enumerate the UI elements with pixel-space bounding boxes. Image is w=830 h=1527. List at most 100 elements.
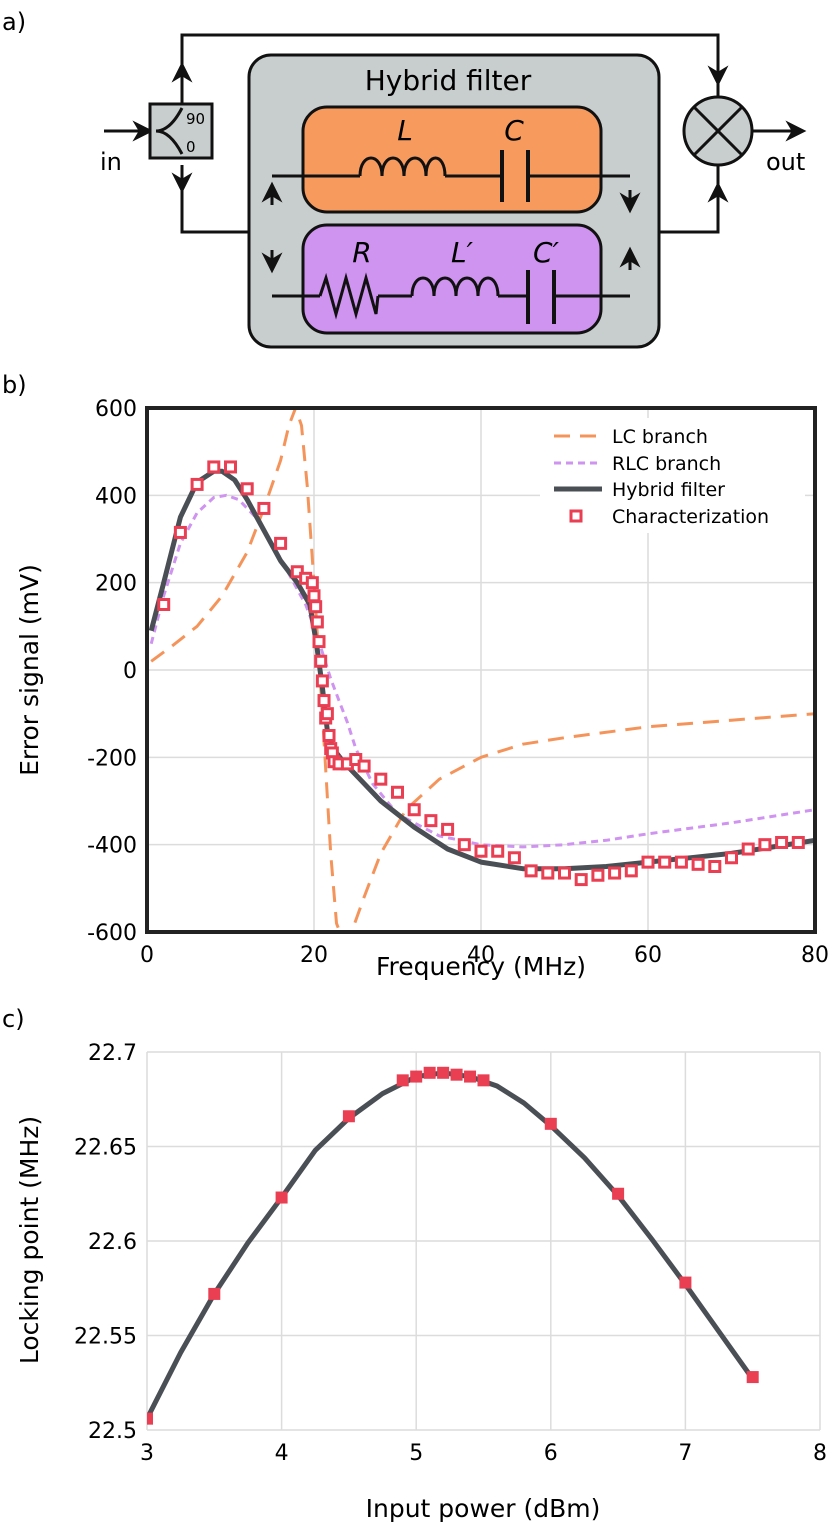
hybrid-filter-title: Hybrid filter xyxy=(365,64,532,97)
y-tick-label: -600 xyxy=(87,921,137,946)
x-tick-label: 40 xyxy=(467,943,495,968)
characterization-marker xyxy=(791,835,805,849)
measured-marker xyxy=(450,1068,463,1081)
lc-branch-line xyxy=(150,408,815,932)
characterization-marker xyxy=(240,482,254,496)
chart-b-xlabel: Frequency (MHz) xyxy=(376,952,586,981)
mixer-cross-icon xyxy=(692,105,744,157)
fit-line xyxy=(147,1070,755,1420)
legend-label: LC branch xyxy=(612,426,708,448)
characterization-marker xyxy=(691,857,705,871)
measured-marker xyxy=(342,1110,355,1123)
capacitor-c-prime-label: C′ xyxy=(533,236,560,269)
y-tick-label: 400 xyxy=(95,484,137,509)
y-tick-label: 22.65 xyxy=(74,1136,137,1161)
y-tick-label: 22.55 xyxy=(74,1325,137,1350)
measured-marker xyxy=(208,1287,221,1300)
characterization-marker xyxy=(725,851,738,865)
resistor-r-label: R xyxy=(352,236,371,269)
characterization-marker xyxy=(624,864,638,878)
characterization-marker xyxy=(317,694,331,708)
panel-b-label: b) xyxy=(2,371,27,399)
chart-c-ticks: 3 4 5 6 7 8 22.5 22.55 22.6 22.65 22.7 xyxy=(74,1041,827,1466)
measured-marker xyxy=(477,1074,490,1087)
measured-marker xyxy=(679,1276,692,1289)
characterization-marker xyxy=(374,772,388,786)
x-tick-label: 80 xyxy=(801,943,829,968)
characterization-marker xyxy=(315,674,329,688)
characterization-marker xyxy=(173,525,187,539)
chart-b-legend: LC branch RLC branch Hybrid filter Characte… xyxy=(540,418,805,533)
characterization-marker xyxy=(407,803,421,817)
characterization-marker xyxy=(608,866,622,880)
characterization-marker xyxy=(224,460,237,474)
x-tick-label: 3 xyxy=(140,1441,154,1466)
chart-b-ylabel: Error signal (mV) xyxy=(15,564,44,776)
coupler-symbol xyxy=(155,107,184,155)
in-label: in xyxy=(100,148,122,176)
legend-marker xyxy=(569,509,583,523)
y-tick-label: 22.6 xyxy=(88,1230,137,1255)
characterization-marker xyxy=(314,654,328,668)
quadrature-coupler xyxy=(148,102,214,160)
x-tick-label: 4 xyxy=(275,1441,289,1466)
characterization-marker xyxy=(274,536,288,550)
capacitor-c-label: C xyxy=(504,114,524,147)
branch-wires xyxy=(272,174,630,298)
characterization-marker xyxy=(524,864,538,878)
y-tick-label: 600 xyxy=(95,397,137,422)
x-tick-label: 5 xyxy=(409,1441,423,1466)
characterization-marker xyxy=(758,838,772,852)
characterization-marker xyxy=(491,844,505,858)
coupler-90-label: 90 xyxy=(186,110,205,128)
characterization-marker xyxy=(290,565,304,579)
resistor-r-symbol xyxy=(318,272,380,320)
capacitor-c-symbol xyxy=(500,150,530,202)
measured-marker xyxy=(544,1117,557,1130)
characterization-marker xyxy=(507,851,521,865)
y-tick-label: 200 xyxy=(95,572,137,597)
inductor-l-label: L xyxy=(397,114,413,147)
legend-label: Characterization xyxy=(612,506,769,528)
inductor-l-symbol xyxy=(358,156,447,177)
panel-b: b) 0 20 40 60 80 -600 -400 -200 0 200 400 600 Frequ… xyxy=(2,371,829,981)
x-tick-label: 6 xyxy=(544,1441,558,1466)
inductor-l-prime-symbol xyxy=(410,276,500,297)
y-tick-label: 22.5 xyxy=(88,1419,137,1444)
inductor-l-prime-label: L′ xyxy=(451,236,474,269)
characterization-marker xyxy=(441,822,455,836)
characterization-marker xyxy=(349,753,363,767)
x-tick-label: 60 xyxy=(634,943,662,968)
chart-c-xlabel: Input power (dBm) xyxy=(366,1494,601,1523)
out-label: out xyxy=(766,148,805,176)
legend-label: Hybrid filter xyxy=(612,479,725,501)
chart-b-frame xyxy=(145,406,817,934)
measured-marker xyxy=(396,1074,409,1087)
characterization-marker xyxy=(541,866,555,880)
y-tick-label: 0 xyxy=(123,659,137,684)
panel-c-label: c) xyxy=(2,1005,25,1033)
measured-marker xyxy=(423,1066,436,1079)
measured-marker xyxy=(437,1066,450,1079)
y-tick-label: 22.7 xyxy=(88,1041,137,1066)
chart-b-series xyxy=(148,408,815,932)
rlc-branch-line xyxy=(149,493,815,849)
measured-marker xyxy=(746,1371,759,1384)
y-tick-label: -200 xyxy=(87,746,137,771)
characterization-marker xyxy=(641,855,655,869)
characterization-marker xyxy=(305,576,319,590)
characterization-marker xyxy=(574,873,588,887)
characterization-marker xyxy=(457,838,471,852)
characterization-marker xyxy=(357,759,371,773)
characterization-marker xyxy=(307,589,321,603)
coupler-0-label: 0 xyxy=(186,138,196,156)
x-tick-label: 20 xyxy=(300,943,328,968)
panel-c: c) 3 4 5 6 7 8 22.5 22.55 22.6 22.65 22.7 Input po… xyxy=(2,1005,827,1523)
capacitor-c-prime-symbol xyxy=(526,270,556,324)
characterization-marker xyxy=(257,501,271,515)
panel-a: a) Hybrid filter xyxy=(2,8,807,349)
characterization-marker xyxy=(474,844,488,858)
characterization-marker xyxy=(741,842,755,856)
measured-marker xyxy=(410,1070,423,1083)
